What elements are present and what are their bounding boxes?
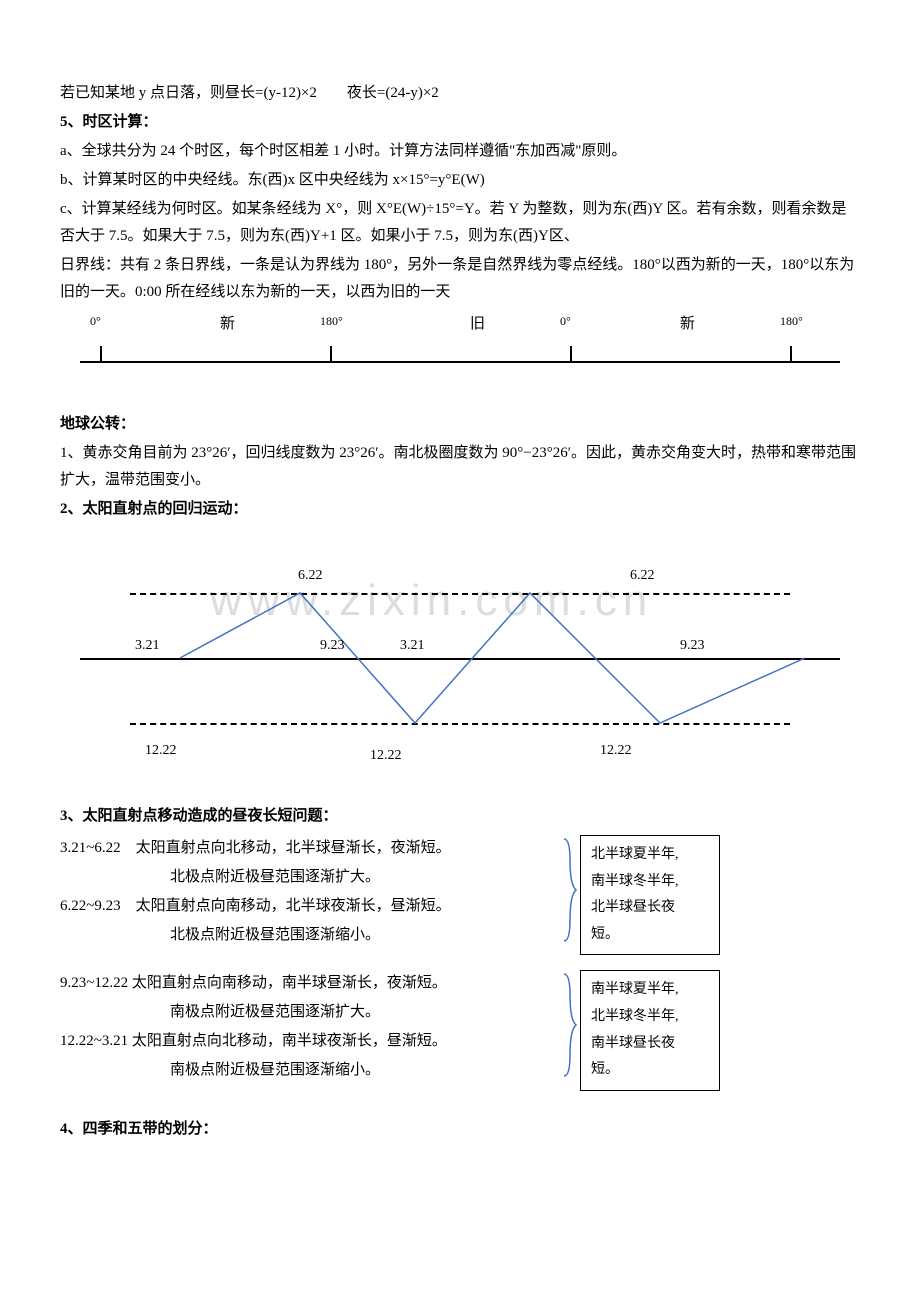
p3a: 9.23~12.22 太阳直射点向南移动，南半球昼渐长，夜渐短。 <box>60 970 555 997</box>
p1a: 3.21~6.22 太阳直射点向北移动，北半球昼渐长，夜渐短。 <box>60 835 555 862</box>
p2a: 6.22~9.23 太阳直射点向南移动，北半球夜渐长，昼渐短。 <box>60 893 555 920</box>
db-label: 旧 <box>470 311 485 338</box>
d1222b: 12.22 <box>370 743 402 768</box>
revolution-title: 地球公转： <box>60 411 860 438</box>
summary-box-south: 南半球夏半年, 北半球冬半年, 南半球昼长夜 短。 <box>580 970 720 1090</box>
rev-3-title: 3、太阳直射点移动造成的昼夜长短问题： <box>60 803 860 830</box>
d321b: 3.21 <box>400 633 425 658</box>
box2-l4: 短。 <box>591 1057 709 1084</box>
d622b: 6.22 <box>630 563 655 588</box>
p3b: 南极点附近极昼范围逐渐扩大。 <box>60 999 555 1026</box>
p4b: 南极点附近极昼范围逐渐缩小。 <box>60 1057 555 1084</box>
rev-2-title: 2、太阳直射点的回归运动： <box>60 496 860 523</box>
d923a: 9.23 <box>320 633 345 658</box>
rev-1: 1、黄赤交角目前为 23°26′，回归线度数为 23°26′。南北极圈度数为 9… <box>60 440 860 494</box>
curly-brace-icon <box>560 835 580 945</box>
db-label: 180° <box>320 311 343 333</box>
db-tick <box>790 346 792 362</box>
d923b: 9.23 <box>680 633 705 658</box>
db-label: 0° <box>90 311 101 333</box>
db-tick <box>570 346 572 362</box>
section5-title: 5、时区计算： <box>60 109 860 136</box>
d321a: 3.21 <box>135 633 160 658</box>
dayboundary-diagram: 0° 新 180° 旧 0° 新 180° <box>60 311 860 391</box>
box2-l3: 南半球昼长夜 <box>591 1031 709 1058</box>
p1b: 北极点附近极昼范围逐渐扩大。 <box>60 864 555 891</box>
db-label: 新 <box>220 311 235 338</box>
d622a: 6.22 <box>298 563 323 588</box>
rev-4-title: 4、四季和五带的划分： <box>60 1116 860 1143</box>
box1-l3: 北半球昼长夜 <box>591 895 709 922</box>
summary-box-north: 北半球夏半年, 南半球冬半年, 北半球昼长夜 短。 <box>580 835 720 955</box>
box2-l2: 北半球冬半年, <box>591 1004 709 1031</box>
curly-brace-icon <box>560 970 580 1080</box>
p2b: 北极点附近极昼范围逐渐缩小。 <box>60 922 555 949</box>
block-south: 9.23~12.22 太阳直射点向南移动，南半球昼渐长，夜渐短。 南极点附近极昼… <box>60 970 860 1090</box>
db-label: 180° <box>780 311 803 333</box>
intro-line: 若已知某地 y 点日落，则昼长=(y-12)×2 夜长=(24-y)×2 <box>60 80 860 107</box>
box2-l1: 南半球夏半年, <box>591 977 709 1004</box>
box1-l2: 南半球冬半年, <box>591 869 709 896</box>
p4a: 12.22~3.21 太阳直射点向北移动，南半球夜渐长，昼渐短。 <box>60 1028 555 1055</box>
db-label: 新 <box>680 311 695 338</box>
s5-d: 日界线：共有 2 条日界线，一条是认为界线为 180°，另外一条是自然界线为零点… <box>60 252 860 306</box>
d1222c: 12.22 <box>600 738 632 763</box>
s5-b: b、计算某时区的中央经线。东(西)x 区中央经线为 x×15°=y°E(W) <box>60 167 860 194</box>
s5-a: a、全球共分为 24 个时区，每个时区相差 1 小时。计算方法同样遵循"东加西减… <box>60 138 860 165</box>
solar-diagram: www.zixin.com.cn 6.22 6.22 3.21 9.23 3.2… <box>60 533 860 793</box>
box1-l4: 短。 <box>591 922 709 949</box>
block-north: 3.21~6.22 太阳直射点向北移动，北半球昼渐长，夜渐短。 北极点附近极昼范… <box>60 835 860 955</box>
db-tick <box>100 346 102 362</box>
db-label: 0° <box>560 311 571 333</box>
db-axis <box>80 361 840 363</box>
d1222a: 12.22 <box>145 738 177 763</box>
zigzag-svg <box>60 533 860 793</box>
box1-l1: 北半球夏半年, <box>591 842 709 869</box>
s5-c: c、计算某经线为何时区。如某条经线为 X°，则 X°E(W)÷15°=Y。若 Y… <box>60 196 860 250</box>
db-tick <box>330 346 332 362</box>
